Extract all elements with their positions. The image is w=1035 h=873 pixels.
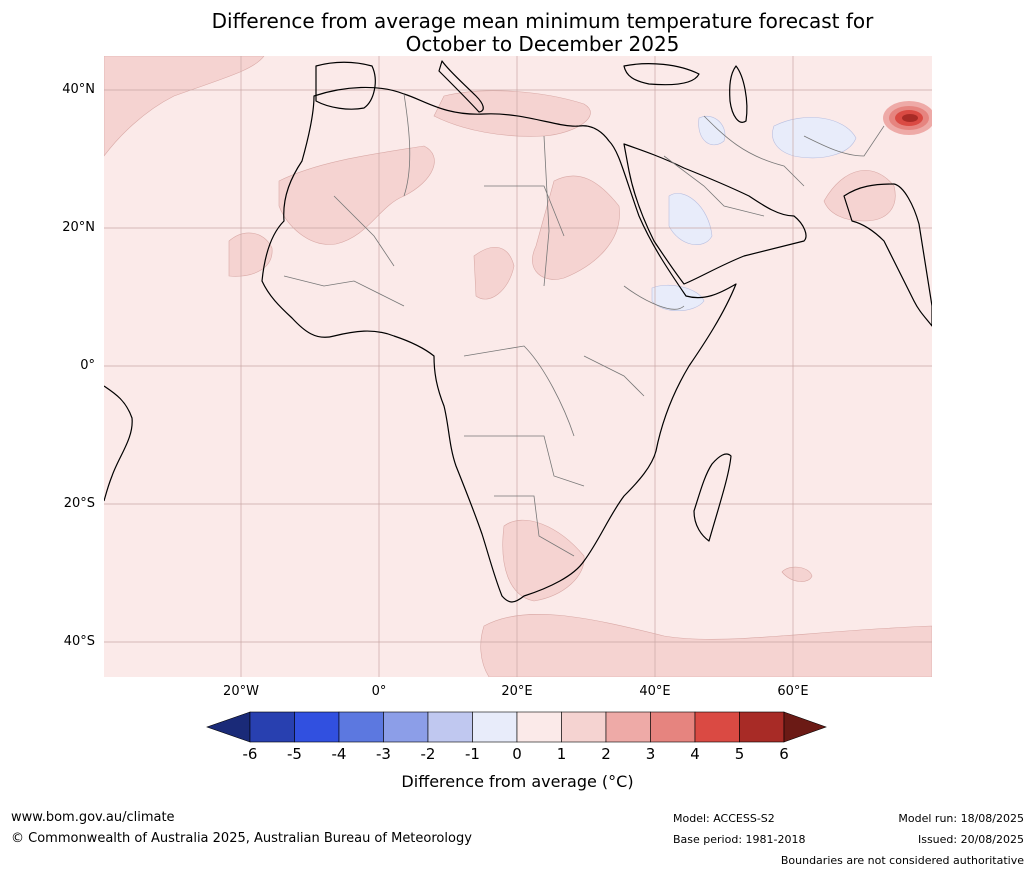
- footer-website: www.bom.gov.au/climate: [11, 810, 175, 825]
- lon-label-20w: 20°W: [223, 684, 259, 699]
- footer-disclaimer: Boundaries are not considered authoritat…: [780, 854, 1024, 867]
- map-panel: [104, 56, 932, 677]
- southern-africa-warm-area: [502, 519, 585, 602]
- map-title: Difference from average mean minimum tem…: [0, 10, 1035, 56]
- lat-label-20s: 20°S: [63, 496, 95, 511]
- anatolia-cool-area: [698, 116, 726, 146]
- colorbar-tick-label: 0: [512, 745, 522, 763]
- lat-label-40n: 40°N: [62, 82, 95, 97]
- italy-coastline: [438, 60, 484, 113]
- lat-label-20n: 20°N: [62, 220, 95, 235]
- boundary-ethiopia-somalia: [623, 285, 685, 310]
- lon-label-60e: 60°E: [777, 684, 809, 699]
- boundary-afghanistan: [803, 125, 885, 157]
- boundary-algeria-libya: [403, 93, 411, 197]
- sahara-warm-area: [278, 145, 435, 245]
- boundary-angola-zambia: [464, 435, 585, 487]
- colorbar-bin: [338, 711, 384, 743]
- arabia-cool-area: [668, 193, 713, 245]
- boundary-west-africa: [283, 275, 405, 307]
- caspian-coastline: [729, 65, 748, 123]
- arabia-coastline: [623, 143, 807, 285]
- colorbar-tick-label: -3: [376, 745, 391, 763]
- colorbar-tick-label: 5: [734, 745, 745, 763]
- colorbar-tick-label: -1: [465, 745, 480, 763]
- southern-ocean-warm-area: [480, 613, 932, 677]
- colorbar-bin: [249, 711, 295, 743]
- sahel-west-warm-area: [228, 232, 273, 277]
- lon-label-0: 0°: [371, 684, 387, 699]
- colorbar-tick-label: -2: [420, 745, 436, 763]
- boundary-kenya-tanzania: [583, 355, 645, 397]
- colorbar-tick-label: -5: [287, 745, 302, 763]
- boundary-mali-niger: [333, 195, 395, 267]
- colorbar-tick-label: 2: [601, 745, 611, 763]
- madagascar-coastline: [693, 453, 732, 542]
- colorbar-bin: [294, 711, 340, 743]
- colorbar-bin: [694, 711, 740, 743]
- footer-base-period: Base period: 1981-2018: [673, 833, 806, 846]
- title-line-2: October to December 2025: [405, 32, 680, 56]
- colorbar-bin: [650, 711, 696, 743]
- colorbar-tick-label: 3: [645, 745, 656, 763]
- colorbar-tick-label: -6: [242, 745, 258, 763]
- title-line-1: Difference from average mean minimum tem…: [211, 9, 874, 33]
- black-sea-coastline: [623, 63, 700, 86]
- east-sahara-warm-area: [532, 175, 620, 280]
- anomaly-1-to-2-areas: [104, 56, 932, 677]
- colorbar-tick-label: 4: [690, 745, 700, 763]
- lat-label-0: 0°: [80, 358, 95, 373]
- footer-copyright: © Commonwealth of Australia 2025, Austra…: [11, 831, 472, 846]
- arabian-sea-warm-area: [823, 170, 896, 222]
- india-coastline: [843, 183, 932, 327]
- anomaly-minus-1-to-0-areas: [651, 116, 857, 311]
- north-atlantic-warm-area: [104, 56, 265, 157]
- map-svg: [104, 56, 932, 677]
- boundary-drc: [463, 345, 575, 437]
- colorbar-bin: [472, 711, 518, 743]
- colorbar-bin: [561, 711, 607, 743]
- graticule: [104, 56, 932, 677]
- lon-label-40e: 40°E: [639, 684, 671, 699]
- africa-coastline: [261, 86, 737, 603]
- colorbar-bin: [739, 711, 785, 743]
- colorbar-tick-label: 1: [556, 745, 567, 763]
- boundary-libya-egypt: [543, 135, 550, 287]
- footer-model: Model: ACCESS-S2: [673, 812, 775, 825]
- boundary-iran: [703, 115, 805, 187]
- indian-ocean-warm-blob: [781, 566, 813, 582]
- colorbar-svg: [206, 711, 827, 743]
- colorbar-under-arrow: [206, 711, 251, 743]
- colorbar-over-arrow: [783, 711, 827, 743]
- colorbar-tick-label: -4: [331, 745, 347, 763]
- colorbar-bin: [383, 711, 429, 743]
- colorbar-bin: [516, 711, 562, 743]
- colorbar: [205, 711, 830, 747]
- coastlines: [104, 60, 932, 603]
- central-sahara-warm-area: [473, 247, 515, 300]
- iran-cool-area: [772, 117, 857, 159]
- footer-issued: Issued: 20/08/2025: [917, 833, 1024, 846]
- mediterranean-warm-area: [433, 90, 591, 137]
- boundary-sudan-chad: [484, 185, 565, 237]
- colorbar-label: Difference from average (°C): [401, 772, 634, 791]
- lon-label-20e: 20°E: [501, 684, 533, 699]
- boundary-saudi: [663, 155, 765, 217]
- colorbar-bin: [427, 711, 473, 743]
- iberia-coastline: [315, 61, 376, 110]
- country-boundaries: [283, 93, 885, 557]
- south-america-coastline: [104, 385, 133, 502]
- hotspot-karakoram: [883, 101, 932, 135]
- footer-model-run: Model run: 18/08/2025: [898, 812, 1024, 825]
- lat-label-40s: 40°S: [63, 634, 95, 649]
- colorbar-tick-label: 6: [779, 745, 789, 763]
- ethiopia-cool-area: [651, 284, 705, 311]
- boundary-namibia-botswana: [494, 495, 575, 557]
- colorbar-bin: [605, 711, 651, 743]
